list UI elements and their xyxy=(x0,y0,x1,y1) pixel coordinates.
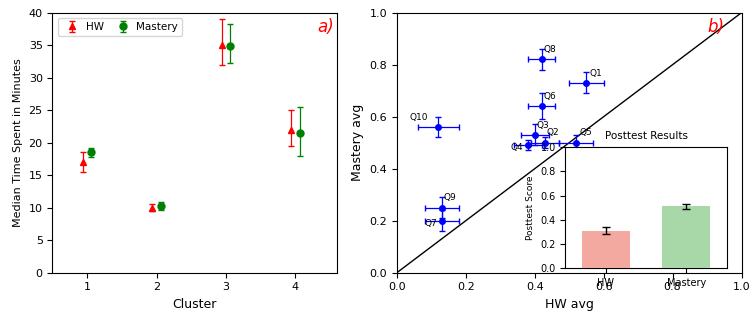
Text: Q2: Q2 xyxy=(547,128,560,138)
Text: a): a) xyxy=(317,18,334,36)
Text: Q10: Q10 xyxy=(409,113,428,122)
Title: Posttest Results: Posttest Results xyxy=(604,131,688,141)
Text: Q7: Q7 xyxy=(425,219,437,228)
Text: Q3: Q3 xyxy=(536,121,549,130)
Text: Q1: Q1 xyxy=(590,69,603,78)
Text: Q9: Q9 xyxy=(443,193,456,203)
Bar xyxy=(581,230,630,268)
X-axis label: HW avg: HW avg xyxy=(545,298,594,311)
Text: Q6: Q6 xyxy=(543,92,557,101)
Y-axis label: Posttest Score: Posttest Score xyxy=(526,175,535,240)
Text: b): b) xyxy=(707,18,724,36)
Bar xyxy=(662,206,710,268)
X-axis label: Cluster: Cluster xyxy=(172,298,217,311)
Legend: HW, Mastery: HW, Mastery xyxy=(58,18,182,36)
Text: Q5: Q5 xyxy=(580,128,592,138)
Text: Q4: Q4 xyxy=(511,143,524,152)
Y-axis label: Median Time Spent in Minutes: Median Time Spent in Minutes xyxy=(13,58,23,227)
Text: Q8: Q8 xyxy=(543,45,557,54)
Y-axis label: Mastery avg: Mastery avg xyxy=(351,104,364,181)
